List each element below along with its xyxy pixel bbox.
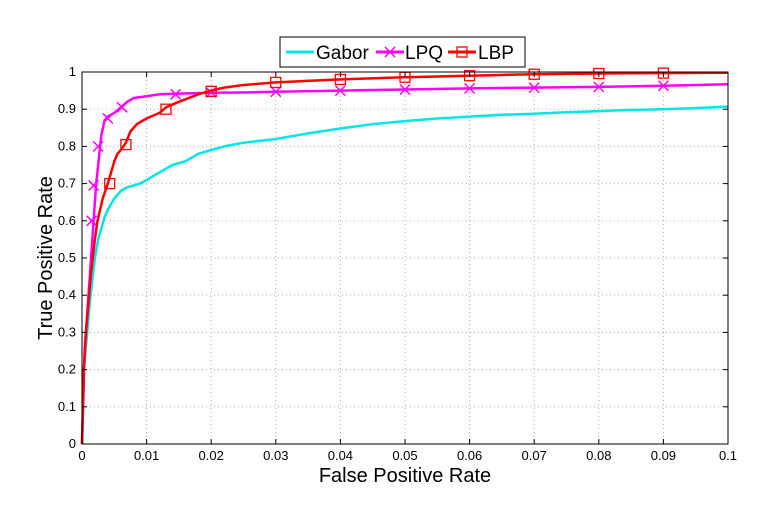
data-point-lpq [92, 140, 104, 152]
x-tick-label: 0.05 [392, 448, 417, 463]
plot-background [82, 72, 728, 444]
x-tick-label: 0.02 [199, 448, 224, 463]
y-tick-label: 0.4 [58, 287, 76, 302]
x-tick-label: 0.08 [586, 448, 611, 463]
data-point-lbp [270, 76, 282, 89]
data-point-lbp [160, 103, 172, 115]
data-point-lbp [104, 177, 116, 190]
data-point-lpq [593, 81, 605, 93]
y-tick-label: 0.7 [58, 176, 76, 191]
x-tick-label: 0.03 [263, 448, 288, 463]
data-point-lpq [86, 215, 98, 227]
data-point-lpq [116, 101, 128, 113]
y-tick-label: 0.3 [58, 324, 76, 339]
data-point-lpq [464, 82, 476, 94]
data-point-lpq [334, 85, 346, 97]
y-tick-label: 0.9 [58, 101, 76, 116]
y-tick-label: 0.8 [58, 138, 76, 153]
y-tick-label: 0.6 [58, 213, 76, 228]
data-point-lpq [657, 80, 669, 92]
data-point-lbp [463, 70, 476, 82]
legend-marker-lbp [456, 46, 468, 58]
data-point-lpq [270, 86, 282, 98]
x-tick-label: 0.01 [134, 448, 159, 463]
data-point-lbp [120, 138, 132, 151]
x-tick-label: 0.09 [651, 448, 676, 463]
legend-label-lpq: LPQ [405, 43, 443, 64]
legend-marker-lbp [456, 46, 468, 58]
data-point-lbp [593, 67, 605, 80]
x-axis-label: False Positive Rate [319, 465, 491, 487]
x-tick-label: 0 [78, 448, 85, 463]
data-point-lpq [102, 112, 114, 125]
y-tick-label: 0.1 [58, 399, 76, 414]
series-line-lbp [80, 71, 729, 445]
x-tick-label: 0.06 [457, 448, 482, 463]
ticks: 0 0.01 0.02 0.03 0.04 0.05 0.06 0.07 0.08 0.09 0.1… [58, 64, 737, 463]
y-tick-label: 0 [69, 436, 76, 451]
data-point-lpq [528, 82, 540, 94]
data-point-lbp [205, 85, 217, 97]
x-tick-label: 0.07 [522, 448, 547, 463]
legend-marker-lpq [384, 46, 396, 58]
data-point-lpq [170, 88, 182, 100]
legend: Gabor LPQ LBP [279, 36, 526, 68]
legend-label-lbp: LBP [478, 43, 514, 64]
y-tick-label: 0.5 [58, 250, 76, 265]
data-point-lbp [657, 67, 670, 79]
series-layer [80, 67, 729, 445]
legend-marker-lpq [384, 46, 396, 58]
data-point-lpq [399, 83, 411, 96]
x-tick-label: 0.1 [719, 448, 737, 463]
data-point-lpq [88, 179, 100, 191]
y-axis-label: True Positive Rate [35, 176, 57, 340]
x-tick-label: 0.04 [328, 448, 353, 463]
data-point-lbp [528, 68, 540, 80]
series-line-gabor [80, 105, 729, 445]
y-tick-label: 1 [69, 64, 76, 79]
legend-label-gabor: Gabor [316, 43, 369, 64]
y-tick-label: 0.2 [58, 362, 76, 377]
